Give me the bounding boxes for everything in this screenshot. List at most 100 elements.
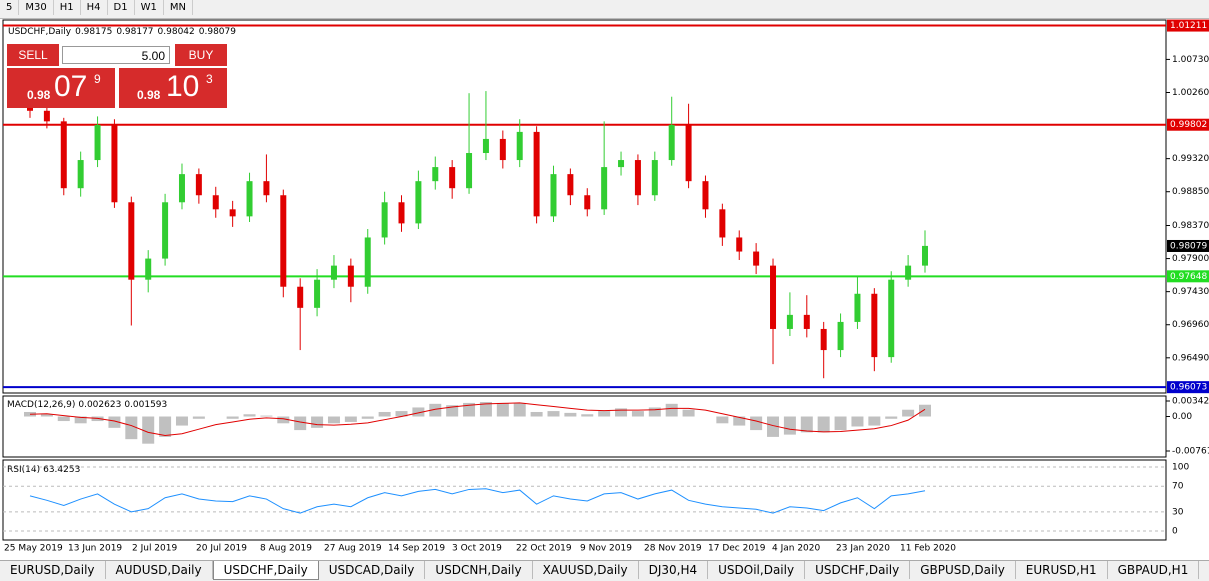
macd-bar (294, 416, 307, 431)
x-tick-label: 28 Nov 2019 (644, 544, 702, 554)
chart-tab[interactable]: DJ30,H4 (639, 561, 709, 579)
candle-body (128, 202, 135, 280)
macd-bar (378, 411, 391, 417)
candle-body (381, 202, 388, 238)
y-tick-label: 1.00730 (1172, 55, 1209, 65)
period-button[interactable]: 5 (0, 0, 20, 15)
x-tick-label: 11 Feb 2020 (900, 544, 956, 554)
level-label-box (1167, 19, 1209, 32)
candle-body (195, 174, 202, 196)
chart-tab[interactable]: USDCHF,Daily (212, 561, 319, 580)
candle-body (685, 124, 692, 182)
chart-tab[interactable]: USDOil,Daily (708, 561, 806, 579)
level-label: 1.01211 (1170, 21, 1207, 31)
macd-frame (2, 395, 1167, 458)
chart-tab[interactable]: AUDUSD,Daily (106, 561, 213, 579)
macd-bar (817, 416, 830, 433)
candle-body (905, 265, 912, 280)
level-label-box (1167, 270, 1209, 283)
candle-body (584, 195, 591, 210)
lot-input[interactable]: 5.00 (62, 46, 170, 64)
header-text: 0.98177 (116, 27, 153, 37)
chart-tab[interactable]: GBPAUD,H1 (1108, 561, 1200, 579)
y-tick-label: 0.96960 (1172, 320, 1209, 330)
y-tick-label: 0.97430 (1172, 287, 1209, 297)
candle-body (736, 237, 743, 252)
macd-bar (767, 416, 780, 437)
macd-bar (125, 416, 138, 440)
rsi-tick-label: 0 (1172, 527, 1178, 537)
chart-tab[interactable]: XAUUSD,Daily (533, 561, 639, 579)
candle-body (770, 265, 777, 329)
candle-body (803, 314, 810, 329)
candle-body (94, 124, 101, 161)
candle-body (297, 286, 304, 308)
macd-bar (665, 403, 678, 417)
candle-body (280, 195, 287, 287)
sell-button[interactable]: SELL (7, 44, 59, 66)
x-tick-label: 25 May 2019 (4, 544, 63, 554)
period-button[interactable]: H4 (81, 0, 108, 15)
candle-body (533, 131, 540, 217)
macd-label: MACD(12,26,9) 0.002623 0.001593 (7, 400, 167, 410)
macd-bar (57, 416, 70, 422)
candle-body (601, 167, 608, 210)
period-button[interactable]: MN (164, 0, 193, 15)
chart-tabs: EURUSD,Daily AUDUSD,Daily USDCHF,Daily USDC… (0, 560, 1209, 581)
macd-bar (615, 408, 628, 417)
candle-body (398, 202, 405, 224)
candle-body (330, 265, 337, 280)
rsi-label: RSI(14) 63.4253 (7, 465, 80, 475)
candle-body (702, 181, 709, 210)
macd-bar (648, 407, 661, 417)
macd-bar (429, 403, 442, 417)
y-tick-label: 0.96490 (1172, 353, 1209, 363)
buy-price[interactable]: 0.98 10 3 (119, 68, 227, 108)
macd-bar (733, 416, 746, 426)
y-tick-label: 0.97900 (1172, 254, 1209, 264)
candle-body (364, 237, 371, 287)
macd-bar (885, 416, 898, 419)
period-button[interactable]: H1 (54, 0, 81, 15)
macd-bar (226, 416, 239, 419)
x-tick-label: 4 Jan 2020 (772, 544, 820, 554)
period-button[interactable]: D1 (108, 0, 135, 15)
candle-body (449, 167, 456, 189)
rsi-tick-label: 30 (1172, 507, 1184, 517)
rsi-line (29, 488, 926, 514)
x-tick-label: 27 Aug 2019 (324, 544, 382, 554)
y-tick-label: 1.00260 (1172, 88, 1209, 98)
chart-tab[interactable]: USDCNH,Daily (425, 561, 533, 579)
candle-body (854, 293, 861, 322)
rsi-frame (2, 459, 1167, 541)
chart-tab[interactable]: GBPUSD,Daily (910, 561, 1016, 579)
rsi-text: RSI(14) (7, 465, 40, 475)
one-click-trade: SELL 5.00 BUY 0.98 07 9 0.98 10 3 (7, 44, 227, 108)
period-toolbar: 5 M30 H1 H4 D1 W1 MN (0, 0, 1209, 19)
chart-tab[interactable]: EURUSD,H1 (1016, 561, 1108, 579)
macd-bar (192, 416, 205, 419)
chart-header: USDCHF,Daily 0.98175 0.98177 0.98042 0.98079 (8, 27, 236, 37)
x-tick-label: 2 Jul 2019 (132, 544, 177, 554)
macd-bar (581, 414, 594, 417)
x-tick-label: 8 Aug 2019 (260, 544, 312, 554)
candle-body (651, 160, 658, 196)
rsi-tick-label: 70 (1172, 482, 1184, 492)
buy-button[interactable]: BUY (175, 44, 227, 66)
chart-tab[interactable]: EURUSD,Daily (0, 561, 106, 579)
macd-tick-label: -0.007615 (1172, 446, 1209, 456)
buy-price-frac: 3 (206, 72, 213, 86)
macd-bar (513, 402, 526, 417)
x-tick-label: 14 Sep 2019 (388, 544, 445, 554)
chart-tab[interactable]: USDCAD,Daily (319, 561, 426, 579)
macd-text: 0.002623 (78, 400, 121, 410)
macd-bar (159, 416, 172, 437)
macd-bar (243, 414, 256, 417)
period-button[interactable]: W1 (135, 0, 164, 15)
sell-price[interactable]: 0.98 07 9 (7, 68, 115, 108)
period-button[interactable]: M30 (19, 0, 54, 15)
macd-bar (716, 416, 729, 424)
chart-tab[interactable]: USDCHF,Daily (805, 561, 911, 579)
x-tick-label: 13 Jun 2019 (68, 544, 122, 554)
last-price-box (1167, 239, 1209, 252)
